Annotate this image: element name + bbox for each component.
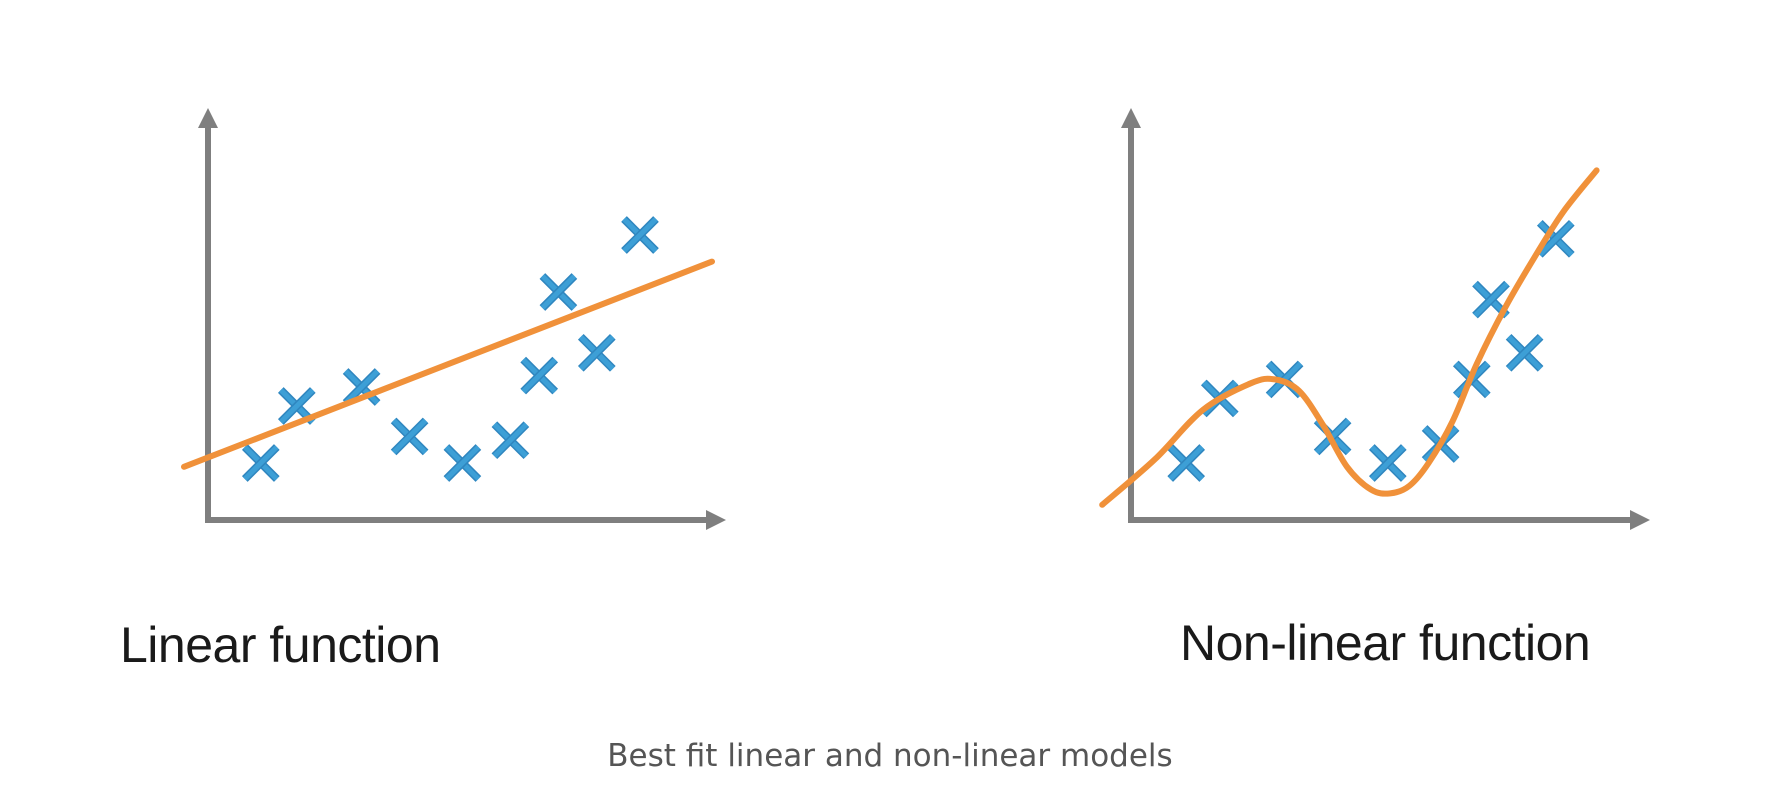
data-point bbox=[1167, 444, 1206, 482]
data-point bbox=[621, 216, 659, 254]
data-point bbox=[1536, 219, 1575, 258]
data-point bbox=[577, 333, 616, 372]
data-point bbox=[241, 444, 280, 482]
data-point bbox=[443, 444, 482, 482]
non-linear-chart bbox=[1099, 108, 1650, 530]
y-axis-arrow bbox=[1121, 108, 1141, 128]
data-point bbox=[390, 417, 429, 456]
linear-chart bbox=[181, 108, 726, 530]
data-point bbox=[491, 421, 530, 460]
x-axis-arrow bbox=[706, 510, 726, 530]
data-point bbox=[539, 273, 578, 311]
fit-line bbox=[1099, 167, 1600, 508]
figure-caption: Best fit linear and non-linear models bbox=[607, 738, 1173, 774]
fit-line bbox=[181, 258, 715, 470]
data-point bbox=[1505, 333, 1544, 372]
data-point bbox=[342, 368, 381, 406]
y-axis-arrow bbox=[198, 108, 218, 128]
data-point bbox=[1368, 444, 1407, 482]
linear-chart-title: Linear function bbox=[120, 617, 441, 673]
data-point bbox=[520, 356, 559, 395]
non-linear-chart-title: Non-linear function bbox=[1180, 615, 1591, 671]
x-axis-arrow bbox=[1630, 510, 1650, 530]
